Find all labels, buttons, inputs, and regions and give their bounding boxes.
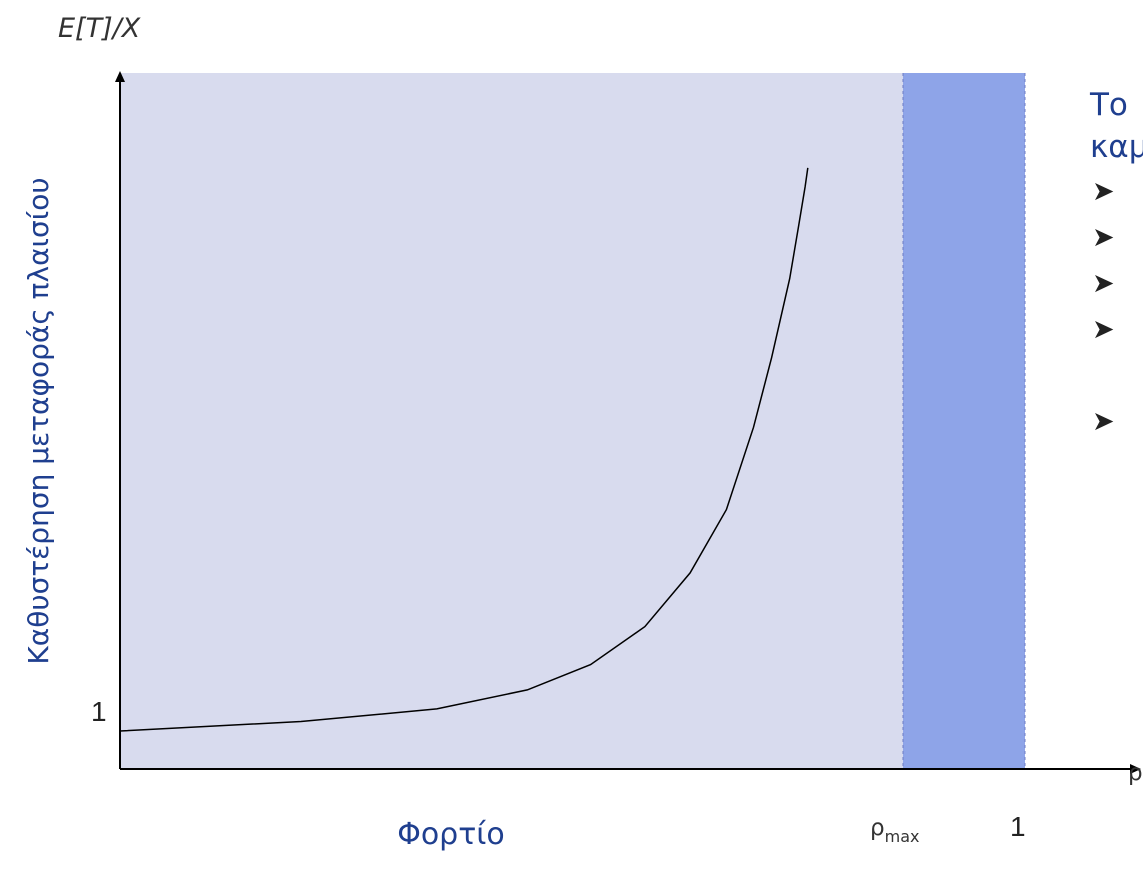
y-tick-label: 1 (91, 696, 107, 727)
high-load-band (903, 73, 1025, 769)
x-axis-label: Φορτίο (397, 817, 505, 852)
x-axis-symbol: ρ (1128, 760, 1143, 786)
delay-curve (119, 167, 809, 732)
side-heading-line2: καμ (1090, 129, 1143, 165)
x-tick-rho-max: ρmax (870, 815, 919, 846)
y-axis-arrowhead (115, 71, 125, 82)
bullet-arrow-icon: ➤ (1092, 176, 1115, 207)
side-heading-line1: Το (1090, 87, 1128, 123)
y-axis-top-label: E[T]/X (58, 13, 141, 44)
plot-background (120, 73, 903, 769)
bullet-arrow-icon: ➤ (1092, 268, 1115, 299)
bullet-arrow-icon: ➤ (1092, 314, 1115, 345)
bullet-arrow-icon: ➤ (1092, 222, 1115, 253)
x-axis-arrowhead (1130, 764, 1141, 774)
bullet-arrow-icon: ➤ (1092, 406, 1115, 437)
x-tick-one: 1 (1010, 811, 1026, 842)
y-axis-label: Καθυστέρηση μεταφοράς πλαισίου (22, 177, 55, 664)
